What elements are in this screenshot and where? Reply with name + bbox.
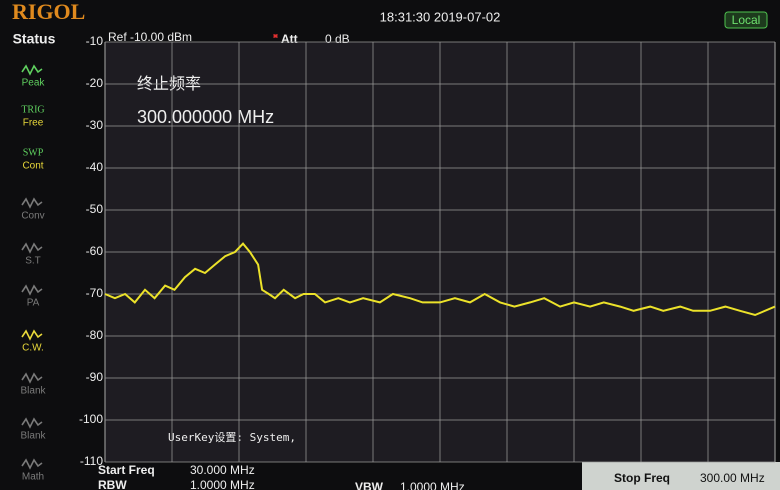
status-top: TRIG xyxy=(21,104,44,115)
status-icon xyxy=(21,417,43,429)
stop-value: 300.00 MHz xyxy=(700,471,765,485)
logo: RIGOL xyxy=(12,0,85,24)
stop-box xyxy=(582,462,780,490)
ref-level: Ref -10.00 dBm xyxy=(108,30,192,44)
vbw-label: VBW xyxy=(355,480,384,490)
y-tick-label: -110 xyxy=(80,454,103,468)
status-icon xyxy=(21,458,43,470)
status-label: S.T xyxy=(25,256,41,267)
datetime: 18:31:30 2019-07-02 xyxy=(380,9,501,24)
y-tick-label: -100 xyxy=(79,412,103,426)
att-label: Att xyxy=(281,32,298,46)
trace xyxy=(104,242,776,317)
userkey-note: UserKey设置: System, xyxy=(168,431,296,444)
status-icon xyxy=(21,284,43,296)
status-label: PA xyxy=(27,298,40,309)
status-label: Blank xyxy=(20,386,46,397)
y-tick-label: -40 xyxy=(86,160,104,174)
status-icon xyxy=(21,329,43,341)
status-icon xyxy=(21,242,43,254)
mode: Local xyxy=(732,13,761,27)
y-tick-label: -90 xyxy=(86,370,104,384)
rbw-label: RBW xyxy=(98,478,127,490)
status-icon xyxy=(21,64,43,76)
mode-box xyxy=(724,11,768,29)
annotation-value: 300.000000 MHz xyxy=(137,107,274,127)
status-icon xyxy=(21,197,43,209)
start-label: Start Freq xyxy=(98,463,155,477)
att-value: 0 dB xyxy=(325,32,350,46)
status-label: Peak xyxy=(22,78,46,89)
status-icon xyxy=(21,372,43,384)
y-tick-label: -70 xyxy=(86,286,104,300)
att-marker xyxy=(273,33,278,39)
start-value: 30.000 MHz xyxy=(190,463,255,477)
y-tick-label: -50 xyxy=(86,202,104,216)
y-tick-label: -30 xyxy=(86,118,104,132)
y-tick-label: -10 xyxy=(86,34,104,48)
status-label: Blank xyxy=(20,431,46,442)
y-tick-label: -80 xyxy=(86,328,104,342)
status-top: SWP xyxy=(23,147,44,158)
status-label: Conv xyxy=(21,211,44,222)
vbw-value: 1.0000 MHz xyxy=(400,480,465,490)
status-label: Free xyxy=(23,118,44,129)
y-tick-label: -60 xyxy=(86,244,104,258)
status-label: Cont xyxy=(22,161,43,172)
rbw-value: 1.0000 MHz xyxy=(190,478,255,490)
status-label: C.W. xyxy=(22,343,44,354)
y-tick-label: -20 xyxy=(86,76,104,90)
sidebar-title: Status xyxy=(13,31,56,47)
stop-label: Stop Freq xyxy=(614,471,670,485)
status-label: Math xyxy=(22,472,44,483)
